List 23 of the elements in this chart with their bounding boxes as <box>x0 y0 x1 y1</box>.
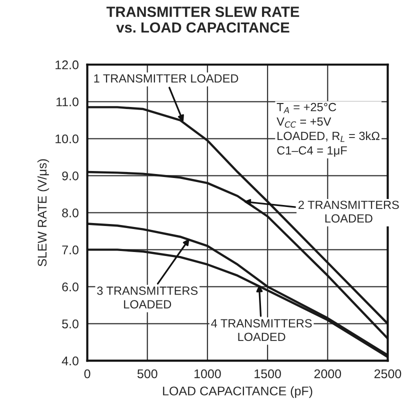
chart-title: TRANSMITTER SLEW RATE vs. LOAD CAPACITANCE <box>106 6 300 33</box>
x-tick-label: 500 <box>137 369 158 378</box>
y-tick-label: 8.0 <box>62 208 78 218</box>
y-tick-label: 5.0 <box>62 319 78 328</box>
text: T$_{A}$ = +25°C V$_{CC}$ = +5V LOADED, R$_{L}$ = 3kΩ C1–C4 = 1μF <box>276 102 380 157</box>
x-tick-label: 1000 <box>194 369 221 378</box>
x-axis-title: LOAD CAPACITANCE (pF) <box>163 386 312 398</box>
y-tick-label: 4.0 <box>62 356 78 366</box>
y-tick-label: 9.0 <box>62 171 78 180</box>
annotation: 3 TRANSMITTERS LOADED <box>97 286 198 308</box>
x-tick-label: 2500 <box>374 369 402 378</box>
annotation: 2 TRANSMITTERS LOADED <box>298 200 399 223</box>
annotation: 4 TRANSMITTERS LOADED <box>211 319 312 342</box>
y-axis-title: SLEW RATE (V/μs) <box>37 159 50 266</box>
annotation: 1 TRANSMITTER LOADED <box>94 74 238 83</box>
y-tick-label: 10.0 <box>56 134 78 144</box>
y-tick-label: 6.0 <box>62 282 78 292</box>
x-tick-label: 2000 <box>314 369 342 378</box>
y-tick-label: 7.0 <box>62 245 78 254</box>
y-tick-label: 12.0 <box>56 60 78 70</box>
x-tick-label: 0 <box>84 369 90 378</box>
y-tick-label: 11.0 <box>56 97 78 106</box>
x-tick-label: 1500 <box>254 369 281 378</box>
